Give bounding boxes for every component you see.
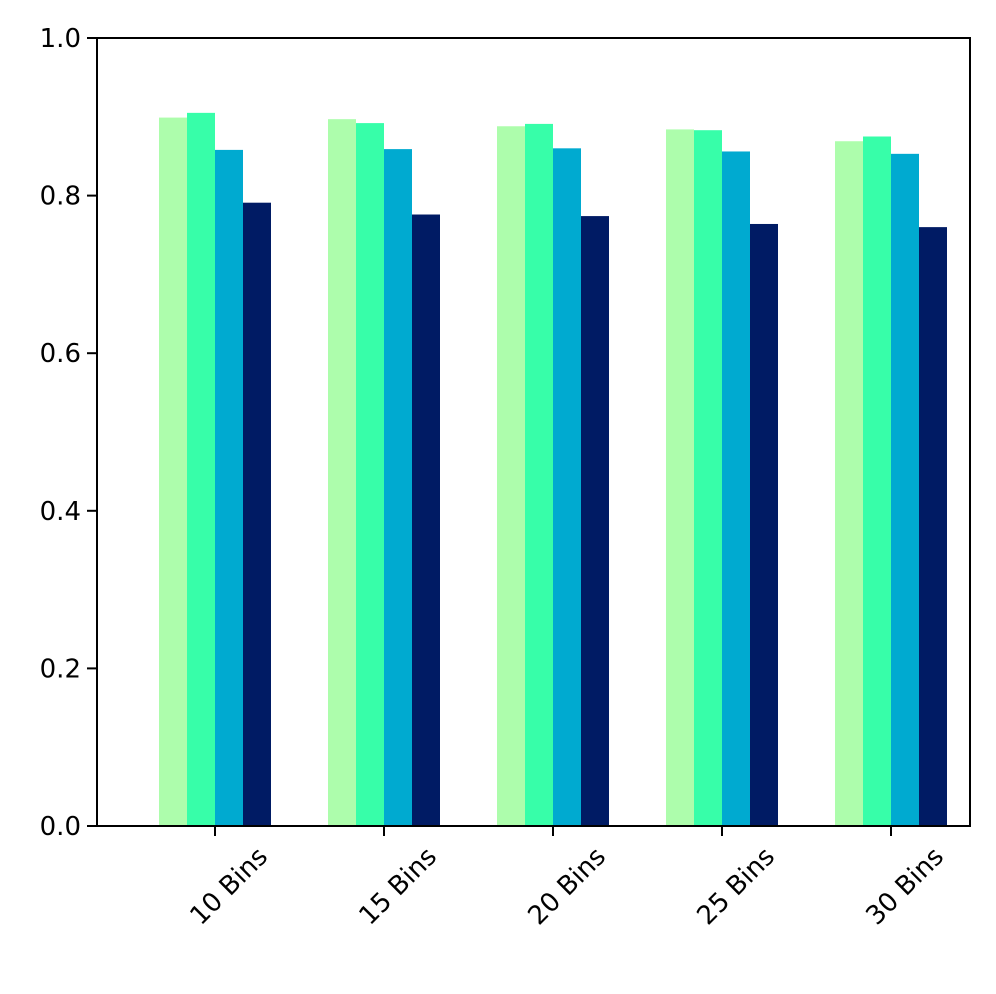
- plot-frame: [96, 37, 971, 827]
- y-tick-label: 0.6: [40, 339, 81, 369]
- x-tick-label: 20 Bins: [523, 842, 612, 931]
- bar-series-4-20-bins: [581, 216, 609, 826]
- y-tick-label: 0.8: [40, 182, 81, 212]
- bar-series-2-20-bins: [525, 123, 553, 827]
- bar-series-3-20-bins: [553, 148, 581, 826]
- x-axis: 10 Bins 15 Bins 20 Bins 25 Bins 30 Bins: [185, 826, 950, 931]
- y-tick-label: 0.2: [40, 654, 81, 684]
- bar-series-4-10-bins: [243, 202, 271, 826]
- x-tick-label: 25 Bins: [692, 842, 781, 931]
- bar-series-2-30-bins: [863, 136, 891, 826]
- y-tick-label: 0.0: [40, 812, 81, 842]
- bar-series-3-25-bins: [722, 151, 750, 827]
- y-axis: 0.0 0.2 0.4 0.6 0.8 1.0: [40, 24, 97, 842]
- bar-series-4-15-bins: [412, 214, 440, 827]
- bar-series-3-30-bins: [891, 153, 919, 826]
- bar-series-4-30-bins: [919, 227, 947, 826]
- bar-series-2-25-bins: [694, 130, 722, 827]
- bar-series-1-10-bins: [159, 117, 187, 826]
- x-tick-label: 10 Bins: [185, 842, 274, 931]
- x-tick-label: 30 Bins: [861, 842, 950, 931]
- x-tick-label: 15 Bins: [354, 842, 443, 931]
- bar-series-3-10-bins: [215, 149, 243, 826]
- bar-series-2-10-bins: [187, 112, 215, 827]
- bars-group: [159, 112, 947, 827]
- y-tick-label: 1.0: [40, 24, 81, 54]
- bar-series-3-15-bins: [384, 149, 412, 826]
- bar-series-1-20-bins: [497, 126, 525, 827]
- bar-series-4-25-bins: [750, 223, 778, 826]
- bar-series-1-30-bins: [835, 141, 863, 826]
- bar-series-1-15-bins: [328, 119, 356, 826]
- bar-series-1-25-bins: [666, 129, 694, 826]
- bar-series-2-15-bins: [356, 123, 384, 826]
- y-tick-label: 0.4: [40, 497, 81, 527]
